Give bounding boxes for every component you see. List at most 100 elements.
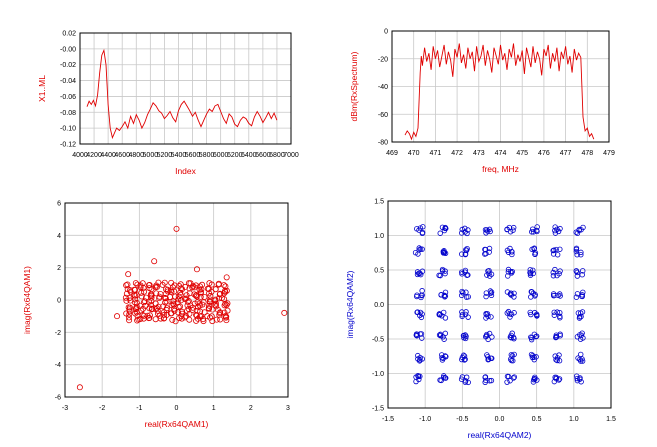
data-point [207, 293, 214, 300]
data-point [191, 284, 198, 291]
plot-frame [391, 30, 610, 143]
data-point [458, 251, 465, 257]
x-tick-label: 475 [516, 150, 528, 157]
data-point [529, 229, 535, 235]
data-point [505, 249, 512, 255]
y-tick-label: -4 [55, 362, 61, 369]
x-axis-label: freq, MHz [482, 164, 519, 174]
data-point [557, 331, 563, 337]
data-point [459, 271, 465, 277]
data-point [126, 317, 133, 324]
data-point [486, 245, 493, 252]
data-point [552, 266, 558, 273]
data-point [510, 375, 517, 381]
data-point [459, 288, 465, 295]
y-tick-label: -0.00 [60, 46, 76, 53]
x-tick-label: 4400 [100, 152, 116, 159]
data-point [442, 353, 448, 359]
data-point [145, 282, 152, 289]
data-point [208, 313, 215, 320]
data-point [528, 336, 535, 343]
data-point [175, 296, 182, 303]
data-point [159, 281, 166, 288]
x-tick-label: -1 [136, 405, 142, 412]
data-point [441, 248, 447, 254]
data-point [193, 266, 200, 273]
data-point [281, 309, 288, 316]
x-tick-label: 5600 [185, 152, 201, 159]
data-point [465, 227, 471, 233]
plot-frame [387, 200, 612, 409]
data-point [557, 313, 563, 320]
x-tick-label: 6400 [241, 152, 257, 159]
data-point [439, 354, 445, 361]
data-point [461, 332, 467, 339]
data-point [138, 293, 145, 300]
data-point [507, 378, 513, 384]
y-tick-label: 6 [57, 201, 61, 208]
x-tick-label: 7000 [283, 152, 299, 159]
data-point [132, 280, 139, 287]
data-point [184, 302, 191, 309]
data-point [533, 333, 540, 339]
data-point [126, 308, 133, 315]
data-point [205, 285, 212, 292]
data-point [552, 224, 558, 230]
series-line [86, 48, 278, 140]
data-point [533, 227, 540, 234]
data-point [534, 377, 540, 383]
data-point [171, 307, 178, 314]
data-point [508, 357, 515, 364]
x-axis-label: Index [175, 166, 197, 176]
data-point [163, 305, 170, 312]
data-point [507, 291, 514, 297]
data-point [206, 280, 213, 287]
data-point [557, 268, 563, 274]
y-tick-label: -0.5 [372, 337, 384, 344]
data-point [579, 309, 586, 315]
data-point [176, 283, 183, 290]
x-tick-label: -2 [99, 405, 105, 412]
data-point [530, 290, 537, 296]
data-point [442, 270, 448, 277]
data-point [533, 354, 539, 360]
data-point [574, 375, 580, 382]
data-point [178, 313, 185, 320]
data-point [532, 251, 538, 258]
data-point [185, 280, 192, 287]
data-point [125, 271, 132, 278]
data-point [528, 294, 534, 300]
x-tick-label: 4200 [86, 152, 102, 159]
data-point [527, 272, 534, 278]
data-point [212, 296, 219, 303]
data-point [197, 308, 204, 315]
data-point [222, 313, 229, 320]
data-point [486, 267, 492, 274]
data-point [504, 310, 510, 316]
y-tick-label: -1.0 [372, 371, 384, 378]
data-point [223, 313, 230, 320]
data-point [162, 299, 169, 306]
data-point [442, 294, 448, 300]
data-point [201, 293, 208, 300]
data-point [460, 290, 466, 296]
data-point [181, 295, 188, 302]
data-point [197, 293, 204, 300]
data-point [579, 293, 585, 300]
data-point [205, 304, 212, 311]
x-tick-label: 1.0 [569, 416, 579, 423]
data-point [557, 293, 563, 299]
data-point [137, 302, 144, 309]
data-point [415, 356, 421, 362]
data-point [419, 311, 425, 317]
data-point [578, 351, 584, 358]
data-point [550, 273, 557, 279]
data-point [440, 248, 446, 255]
data-point [436, 311, 443, 317]
data-point [574, 252, 580, 258]
data-point [177, 289, 184, 296]
data-point [506, 224, 513, 231]
y-axis-label: dBm(RxSpectrum) [349, 51, 359, 121]
data-point [553, 357, 559, 363]
data-point [124, 281, 131, 288]
